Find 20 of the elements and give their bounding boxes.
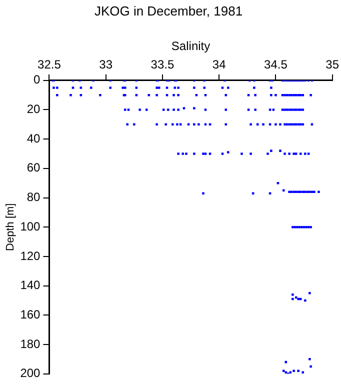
x-tick-label: 34.5	[264, 58, 288, 72]
y-tick-label: 200	[20, 366, 41, 380]
x-tick-label: 35	[326, 58, 340, 72]
y-tick-label: 100	[20, 219, 41, 234]
y-tick-label: 40	[26, 131, 41, 146]
x-tick-label: 33	[99, 58, 113, 72]
y-tick-label: 60	[26, 160, 41, 175]
y-tick-label: 0	[34, 72, 41, 87]
x-axis-title: Salinity	[171, 39, 210, 54]
chart-title: JKOG in December, 1981	[94, 3, 243, 18]
x-tick-label: 32.5	[38, 58, 62, 72]
y-tick-label: 180	[20, 336, 41, 351]
y-tick-label: 120	[20, 248, 41, 263]
y-tick-label: 140	[20, 278, 41, 292]
y-tick-label: 160	[20, 307, 41, 322]
x-tick-label: 33.5	[150, 58, 174, 72]
y-tick-label: 80	[26, 190, 41, 204]
x-tick-label: 34	[212, 58, 226, 72]
y-axis-title: Depth [m]	[4, 203, 17, 251]
y-tick-label: 20	[26, 102, 41, 116]
